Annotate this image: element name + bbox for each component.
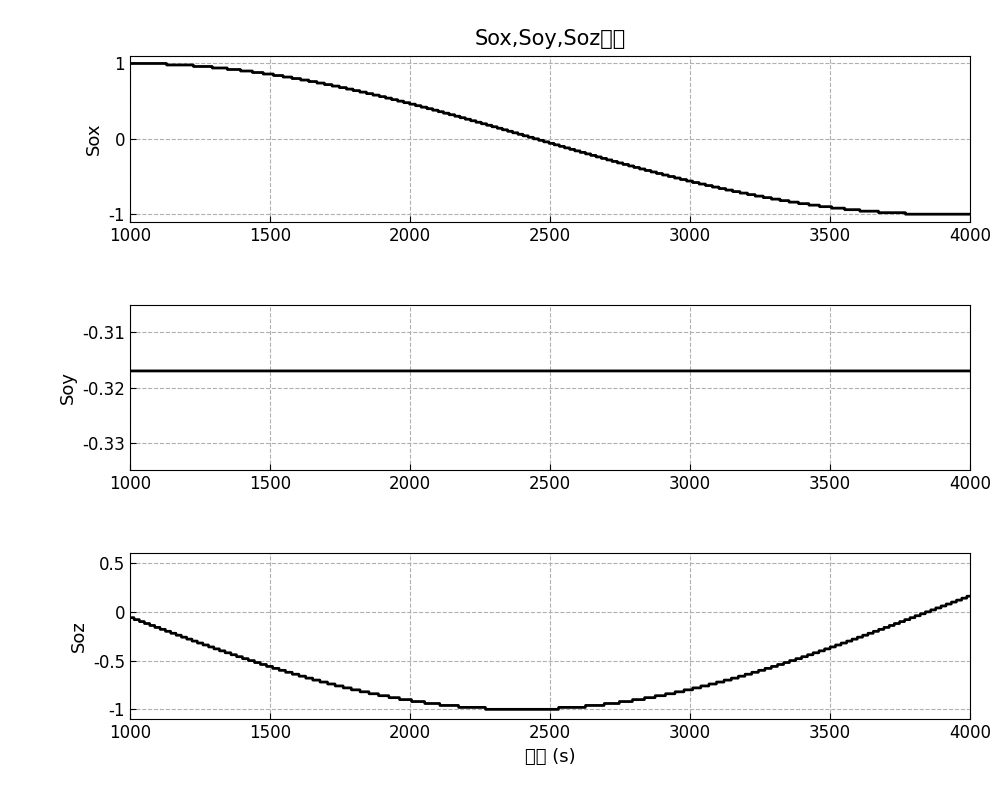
- Title: Sox,Soy,Soz曲线: Sox,Soy,Soz曲线: [474, 29, 626, 49]
- Y-axis label: Sox: Sox: [85, 122, 103, 155]
- Y-axis label: Soz: Soz: [69, 620, 87, 652]
- Y-axis label: Soy: Soy: [59, 371, 77, 404]
- X-axis label: 星时 (s): 星时 (s): [525, 748, 575, 765]
